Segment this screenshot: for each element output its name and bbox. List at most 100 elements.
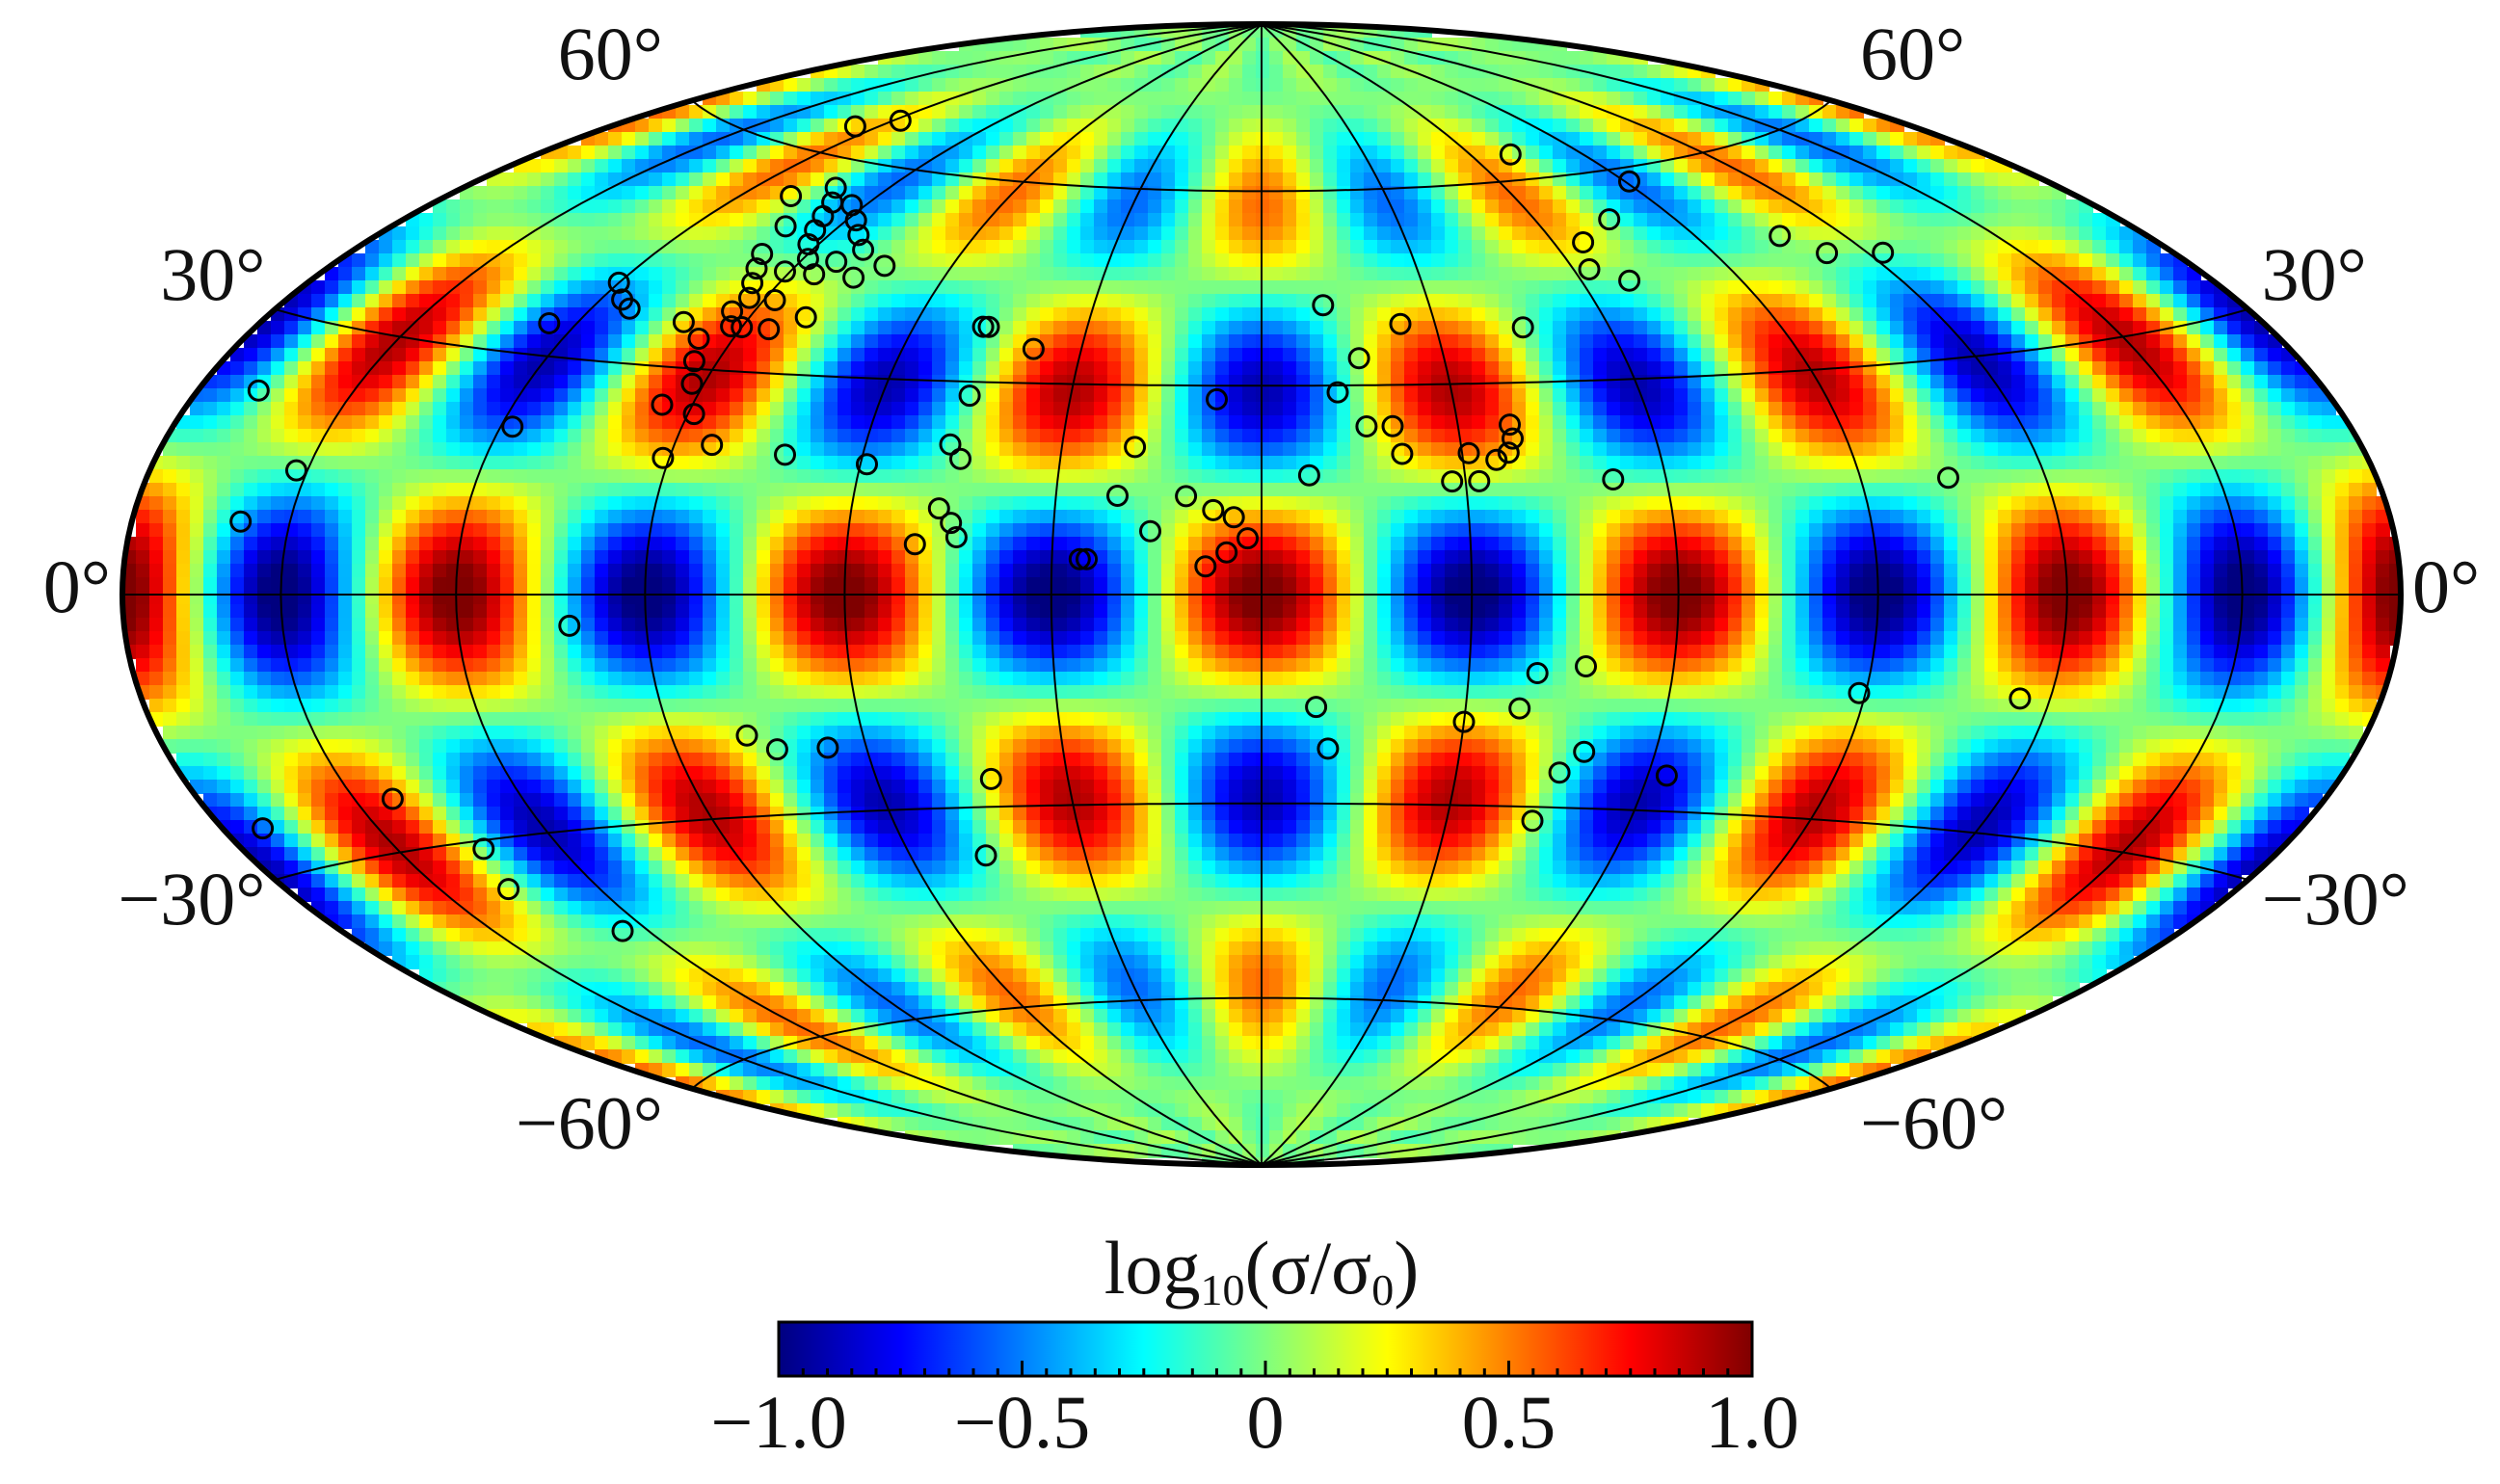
field-cell [1593,537,1608,551]
field-cell [1809,253,1823,268]
field-cell [244,469,258,484]
field-cell [2052,213,2066,227]
field-cell [1242,348,1257,362]
field-cell [2214,442,2228,457]
field-cell [1364,537,1378,551]
field-cell [1256,483,1270,497]
field-cell [1242,92,1257,106]
field-cell [1755,388,1769,403]
field-cell [797,483,811,497]
field-cell [365,496,380,511]
field-cell [999,321,1014,335]
field-cell [1188,334,1203,349]
field-cell [1323,267,1338,281]
field-cell [1404,361,1419,376]
field-cell [635,280,650,295]
field-cell [703,186,717,200]
field-cell [1580,294,1594,308]
field-cell [1485,199,1500,214]
field-cell [1242,146,1257,160]
field-cell [1661,146,1675,160]
field-cell [730,456,744,470]
field-cell [1296,159,1311,173]
field-cell [2106,267,2120,281]
field-cell [676,294,690,308]
field-cell [1080,172,1095,187]
field-cell [1593,280,1608,295]
field-cell [1121,537,1135,551]
field-cell [1161,267,1176,281]
field-cell [1458,402,1473,416]
field-cell [2200,496,2215,511]
field-cell [2268,456,2282,470]
field-cell [1566,199,1581,214]
field-cell [676,132,690,146]
field-cell [932,159,946,173]
field-cell [1688,348,1702,362]
field-cell [2065,321,2080,335]
field-cell [1553,307,1567,322]
field-cell [905,348,919,362]
field-cell [2025,388,2039,403]
field-cell [1323,226,1338,241]
field-cell [1053,213,1068,227]
field-cell [1863,280,1877,295]
field-cell [864,483,879,497]
field-cell [1404,132,1419,146]
field-cell [891,483,906,497]
field-cell [838,172,852,187]
field-cell [1053,321,1068,335]
field-cell [730,267,744,281]
field-cell [1404,415,1419,430]
field-cell [1094,78,1108,93]
field-cell [1337,253,1351,268]
field-cell [527,267,542,281]
field-cell [527,159,542,173]
field-cell [1634,348,1648,362]
field-cell [1026,334,1041,349]
field-cell [932,294,946,308]
field-cell [1040,186,1054,200]
field-cell [784,523,798,538]
field-cell [595,307,609,322]
field-cell [325,523,339,538]
field-cell [1863,159,1877,173]
field-cell [1310,92,1324,106]
field-cell [2160,442,2174,457]
field-cell [433,456,447,470]
field-cell [1040,213,1054,227]
field-cell [1377,334,1392,349]
field-cell [1404,334,1419,349]
field-cell [2106,469,2120,484]
field-cell [2268,361,2282,376]
field-cell [1701,253,1715,268]
field-cell [932,226,946,241]
field-cell [1161,537,1176,551]
field-cell [149,510,164,524]
field-cell [1971,240,1985,254]
field-cell [1566,146,1581,160]
field-cell [1215,186,1230,200]
field-cell [1188,307,1203,322]
field-cell [891,146,906,160]
field-cell [1283,523,1297,538]
field-cell [1782,321,1796,335]
field-cell [757,280,771,295]
field-cell [1323,523,1338,538]
field-cell [1296,105,1311,119]
field-cell [419,280,434,295]
field-cell [1107,186,1122,200]
field-cell [1175,375,1189,389]
field-cell [959,334,973,349]
field-cell [1755,429,1769,443]
field-cell [1364,253,1378,268]
field-cell [730,240,744,254]
field-cell [797,402,811,416]
field-cell [1364,321,1378,335]
field-cell [595,496,609,511]
field-cell [2065,294,2080,308]
field-cell [2052,375,2066,389]
field-cell [676,199,690,214]
field-cell [1728,92,1742,106]
field-cell [1377,38,1392,52]
